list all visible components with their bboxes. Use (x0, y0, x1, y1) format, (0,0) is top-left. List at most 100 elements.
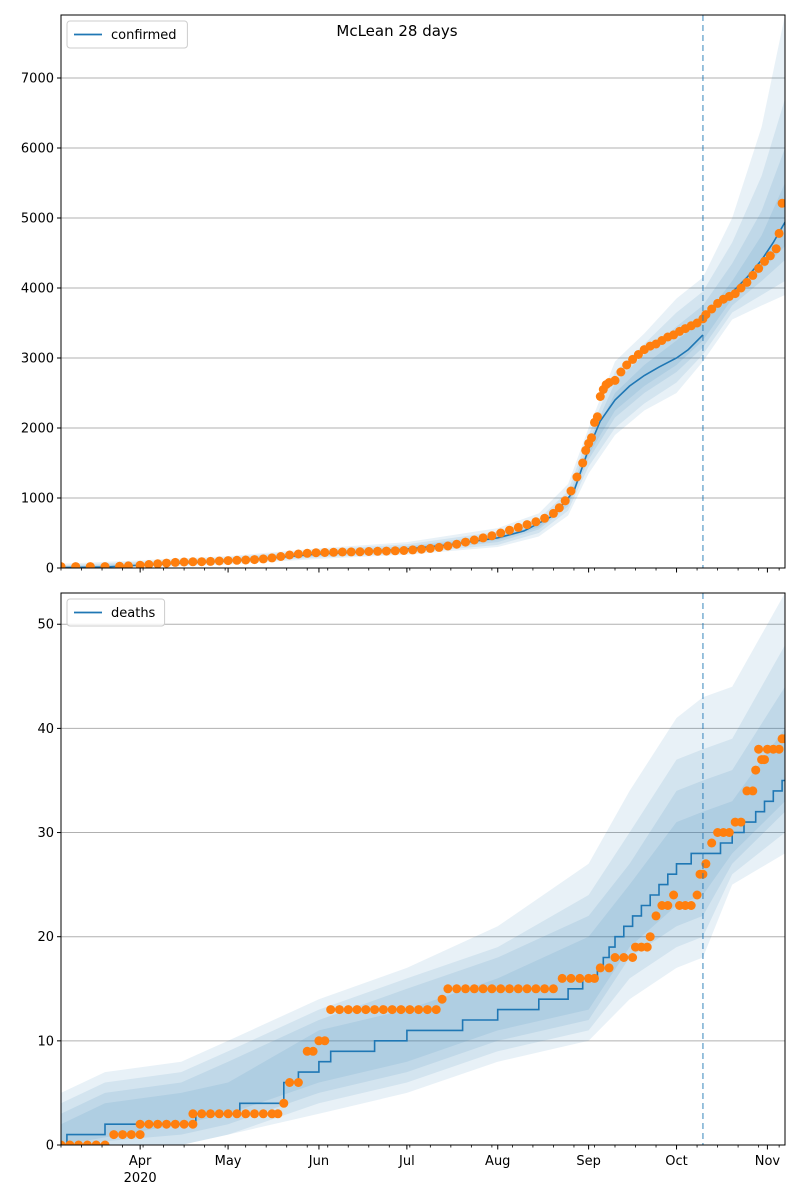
observed-point (188, 557, 198, 567)
observed-point (452, 984, 462, 994)
observed-point (452, 539, 462, 549)
observed-point (100, 1140, 110, 1145)
observed-point (71, 562, 81, 568)
uncertainty-band (61, 15, 785, 568)
observed-point (736, 283, 746, 293)
observed-point (592, 412, 602, 422)
observed-point (645, 932, 655, 942)
panel-confirmed: 0 1000 2000 3000 4000 5000 6000 7000 confirmed (21, 14, 786, 577)
observed-point (505, 525, 514, 535)
observed-point (590, 973, 599, 983)
observed-point (443, 984, 453, 994)
observed-point (285, 1078, 295, 1087)
observed-point (437, 994, 447, 1004)
plot-area-deaths (61, 593, 785, 1145)
observed-point (308, 1046, 318, 1056)
observed-point (469, 984, 479, 994)
y-tick-label: 40 (37, 722, 54, 737)
observed-point (250, 1109, 259, 1119)
x-tick-label: Aug (485, 1154, 510, 1169)
x-tick-label: Nov (755, 1154, 781, 1169)
observed-point (337, 547, 347, 557)
observed-point (82, 1140, 92, 1145)
observed-point (575, 973, 585, 983)
observed-point (408, 545, 418, 555)
observed-point (417, 544, 426, 554)
observed-point (686, 901, 696, 910)
observed-point (232, 555, 242, 565)
observed-point (285, 550, 295, 560)
observed-point (651, 911, 661, 921)
observed-point (153, 1119, 163, 1129)
observed-point (431, 1005, 441, 1015)
observed-point (780, 734, 785, 744)
uncertainty-band (61, 728, 785, 1145)
observed-point (478, 984, 488, 994)
observed-point (754, 744, 764, 754)
observed-point (320, 548, 330, 557)
observed-point (633, 350, 643, 359)
observed-point (669, 890, 679, 900)
observed-point (578, 458, 588, 468)
observed-point (91, 1140, 101, 1145)
observed-point (760, 755, 769, 765)
observed-point (179, 557, 189, 567)
chart-title: McLean 28 days (336, 22, 457, 40)
observed-point (293, 549, 303, 559)
observed-point (170, 1119, 180, 1129)
observed-point (548, 508, 558, 518)
observed-point (364, 547, 374, 556)
observed-point (197, 1109, 207, 1119)
observed-point (774, 228, 784, 238)
observed-point (326, 1005, 336, 1015)
axes-frame (60, 592, 786, 1146)
observed-point (390, 546, 400, 556)
observed-point (61, 1140, 66, 1145)
observed-point (548, 984, 558, 994)
observed-point (135, 1119, 145, 1129)
legend-confirmed: confirmed (66, 20, 188, 49)
observed-point (616, 367, 626, 377)
observed-point (692, 890, 702, 900)
observed-point (179, 1119, 189, 1129)
observed-point (554, 503, 564, 513)
observed-point (610, 953, 620, 962)
x-tick-label: May (215, 1154, 242, 1169)
observed-point (663, 901, 673, 910)
observed-point (206, 556, 215, 566)
x-tick-sublabel: 2020 (124, 1171, 157, 1186)
observed-point (469, 535, 479, 545)
observed-point (188, 1109, 198, 1119)
y-tick-label: 20 (37, 930, 54, 945)
observed-point (610, 375, 620, 385)
observed-point (513, 984, 523, 994)
observed-point (387, 1005, 397, 1015)
observed-point (566, 973, 576, 983)
observed-point (232, 1109, 242, 1119)
observed-point (531, 984, 541, 994)
y-tick-label: 30 (37, 826, 54, 841)
observed-point (595, 963, 605, 973)
observed-point (736, 817, 746, 827)
observed-point (760, 256, 769, 266)
observed-point (748, 786, 758, 796)
uncertainty-band (61, 645, 785, 1145)
y-tick-label: 3000 (21, 352, 54, 367)
y-tick-label: 50 (37, 618, 54, 633)
uncertainty-band (61, 593, 785, 1145)
observed-point (162, 1119, 171, 1129)
observed-point (774, 744, 784, 754)
observed-point (329, 547, 339, 557)
observed-point (742, 277, 752, 287)
observed-point (373, 546, 383, 556)
y-tick-label: 2000 (21, 422, 54, 437)
observed-point (118, 1130, 128, 1140)
observed-point (425, 543, 435, 553)
observed-point (396, 1005, 406, 1015)
x-tick-label: Oct (665, 1154, 687, 1169)
observed-point (748, 270, 758, 280)
observed-point (724, 828, 734, 837)
observed-point (765, 251, 775, 261)
observed-point (241, 1109, 251, 1119)
